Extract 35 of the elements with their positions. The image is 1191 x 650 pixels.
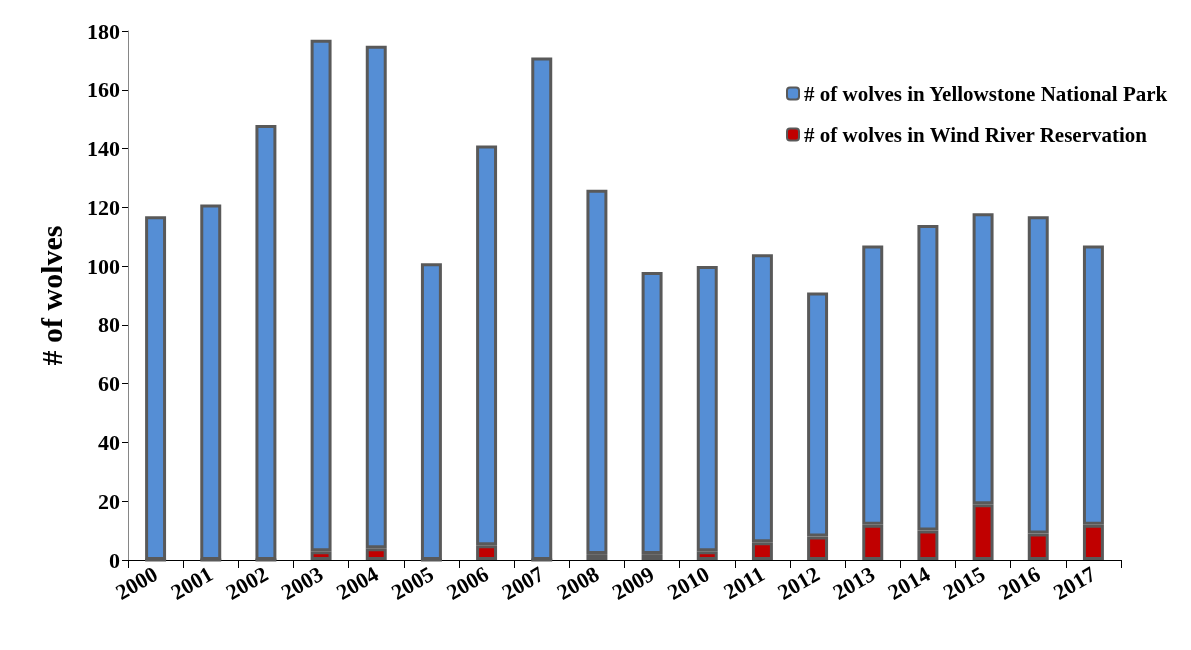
- x-tick-label: 2002: [221, 561, 273, 605]
- legend-label: # of wolves in Yellowstone National Park: [804, 81, 1168, 106]
- y-tick-label: 40: [98, 429, 120, 455]
- x-tick-label: 2004: [331, 561, 383, 605]
- y-tick-label: 20: [98, 488, 120, 514]
- bar: [200, 204, 222, 560]
- x-tick-label: 2013: [828, 561, 880, 605]
- x-tick-label: 2015: [938, 561, 990, 605]
- legend-label: # of wolves in Wind River Reservation: [804, 122, 1148, 147]
- bar: [420, 263, 442, 560]
- x-tick-label: 2010: [662, 561, 714, 605]
- x-tick-label: 2016: [993, 561, 1045, 605]
- x-tick-label: 2008: [552, 561, 604, 605]
- y-tick-label: 160: [87, 77, 120, 103]
- x-tick-label: 2017: [1049, 561, 1100, 605]
- y-tick-label: 140: [87, 136, 120, 162]
- x-tick-label: 2007: [497, 561, 549, 605]
- y-tick-label: 0: [109, 547, 120, 573]
- y-tick-label: 80: [98, 312, 120, 338]
- y-axis-title: # of wolves: [34, 225, 68, 366]
- x-tick-label: 2012: [773, 561, 824, 605]
- x-tick-label: 2011: [719, 561, 769, 605]
- bar: [255, 125, 277, 560]
- x-tick-label: 2006: [442, 561, 493, 605]
- y-tick-label: 120: [87, 194, 120, 220]
- bar: [531, 57, 553, 560]
- y-tick-label: 60: [98, 371, 120, 397]
- y-tick-label: 100: [87, 253, 120, 279]
- x-tick-label: 2005: [387, 561, 438, 605]
- bar: [145, 216, 167, 560]
- x-tick-label: 2009: [607, 561, 659, 605]
- x-tick-label: 2001: [166, 561, 217, 605]
- x-tick-label: 2014: [883, 561, 935, 605]
- x-tick-label: 2003: [276, 561, 328, 605]
- y-tick-label: 180: [87, 18, 120, 44]
